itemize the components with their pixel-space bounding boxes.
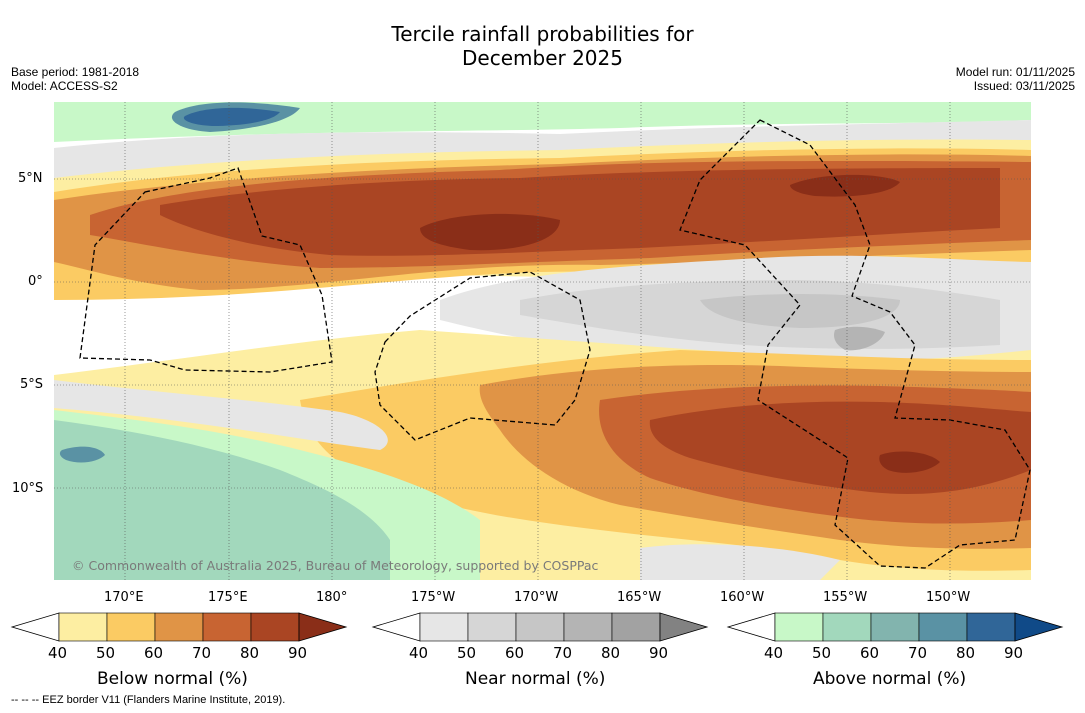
eez-border-central <box>374 271 591 441</box>
cb-near-tick-70: 70 <box>553 644 573 662</box>
base-period: Base period: 1981-2018 <box>11 65 140 79</box>
page-title: Tercile rainfall probabilities for Decem… <box>0 22 1085 70</box>
colorbar-above <box>726 612 1064 642</box>
lon-label-165w: 165°W <box>617 590 662 605</box>
lon-label-180: 180° <box>316 590 348 605</box>
cb-below-tick-80: 80 <box>240 644 260 662</box>
lon-label-175e: 175°E <box>208 590 248 605</box>
colorbar-below-swatch-1 <box>58 612 108 642</box>
cb-below-tick-50: 50 <box>96 644 116 662</box>
below-normal-80-band <box>160 168 1000 256</box>
graticule <box>54 102 1031 580</box>
colorbar-below-swatch-3 <box>154 612 204 642</box>
cb-below-title: Below normal (%) <box>97 669 248 689</box>
colorbar-near-swatch-5 <box>611 612 661 642</box>
eez-footnote: -- -- -- EEZ border V11 (Flanders Marine… <box>11 694 286 706</box>
colorbar-near-swatch-1 <box>419 612 469 642</box>
colorbar-below-high-tip <box>298 612 348 642</box>
colorbar-near-high-tip <box>659 612 709 642</box>
colorbar-above-swatch-5 <box>966 612 1016 642</box>
above-normal-southwest-peak <box>59 446 105 463</box>
colorbar-above-swatch-4 <box>918 612 968 642</box>
colorbar-above-low-tip <box>726 612 776 642</box>
cb-near-tick-80: 80 <box>601 644 621 662</box>
colorbar-near-swatch-2 <box>467 612 517 642</box>
lon-label-150w: 150°W <box>926 590 971 605</box>
colorbar-above-swatch-2 <box>822 612 872 642</box>
cb-near-tick-60: 60 <box>505 644 525 662</box>
below-normal-south-80 <box>649 401 1031 494</box>
lat-label-10s: 10°S <box>12 481 44 496</box>
cb-near-tick-90: 90 <box>649 644 669 662</box>
near-normal-southwest-patch <box>54 380 388 450</box>
cb-below-tick-70: 70 <box>192 644 212 662</box>
above-normal-north-peak <box>183 107 280 126</box>
colorbar-above-swatch-1 <box>774 612 824 642</box>
cb-below-tick-60: 60 <box>144 644 164 662</box>
above-normal-southwest-core <box>54 420 390 580</box>
eez-borders <box>79 119 1031 569</box>
below-normal-south-90 <box>879 451 940 473</box>
cb-near-title: Near normal (%) <box>465 669 606 689</box>
title-line-1: Tercile rainfall probabilities for <box>391 22 694 46</box>
lon-label-155w: 155°W <box>823 590 868 605</box>
model-run: Model run: 01/11/2025 <box>955 65 1075 79</box>
lat-label-5s: 5°S <box>20 377 44 392</box>
lon-label-160w: 160°W <box>720 590 765 605</box>
issued-date: Issued: 03/11/2025 <box>973 79 1075 93</box>
colorbar-below <box>10 612 348 642</box>
colorbar-below-swatch-5 <box>250 612 300 642</box>
colorbar-near <box>371 612 709 642</box>
below-normal-90-north-core-a <box>420 213 560 251</box>
meta-right: Model run: 01/11/2025 Issued: 03/11/2025 <box>956 65 1075 93</box>
meta-left: Base period: 1981-2018 Model: ACCESS-S2 <box>11 65 139 93</box>
cb-below-tick-40: 40 <box>48 644 68 662</box>
cb-above-tick-40: 40 <box>764 644 784 662</box>
copyright-notice: © Commonwealth of Australia 2025, Bureau… <box>72 558 599 573</box>
map-field <box>54 102 1031 580</box>
colorbar-near-low-tip <box>371 612 421 642</box>
lat-label-5n: 5°N <box>18 171 43 186</box>
cb-above-tick-80: 80 <box>956 644 976 662</box>
above-normal-north-band <box>54 102 1031 142</box>
title-line-2: December 2025 <box>462 46 623 70</box>
colorbar-near-swatch-4 <box>563 612 613 642</box>
colorbar-below-swatch-4 <box>202 612 252 642</box>
lon-label-175w: 175°W <box>411 590 456 605</box>
lon-label-170e: 170°E <box>104 590 144 605</box>
cb-above-tick-50: 50 <box>812 644 832 662</box>
cb-above-tick-60: 60 <box>860 644 880 662</box>
cb-near-tick-40: 40 <box>409 644 429 662</box>
near-normal-equatorial-peak <box>700 294 900 328</box>
cb-below-tick-90: 90 <box>288 644 308 662</box>
near-normal-equatorial-max <box>834 326 885 351</box>
model-name: Model: ACCESS-S2 <box>11 79 118 93</box>
eez-border-west <box>79 167 333 373</box>
eez-border-east <box>679 119 1031 569</box>
lat-label-0: 0° <box>28 274 43 289</box>
colorbar-near-swatch-3 <box>515 612 565 642</box>
below-normal-90-north-core-b <box>790 174 900 197</box>
cb-above-tick-90: 90 <box>1004 644 1024 662</box>
cb-above-tick-70: 70 <box>908 644 928 662</box>
lon-label-170w: 170°W <box>514 590 559 605</box>
cb-above-title: Above normal (%) <box>813 669 967 689</box>
cb-near-tick-50: 50 <box>457 644 477 662</box>
colorbar-below-low-tip <box>10 612 60 642</box>
near-normal-southeast-patch <box>640 544 840 580</box>
colorbar-below-swatch-2 <box>106 612 156 642</box>
colorbar-above-swatch-3 <box>870 612 920 642</box>
colorbar-above-high-tip <box>1014 612 1064 642</box>
